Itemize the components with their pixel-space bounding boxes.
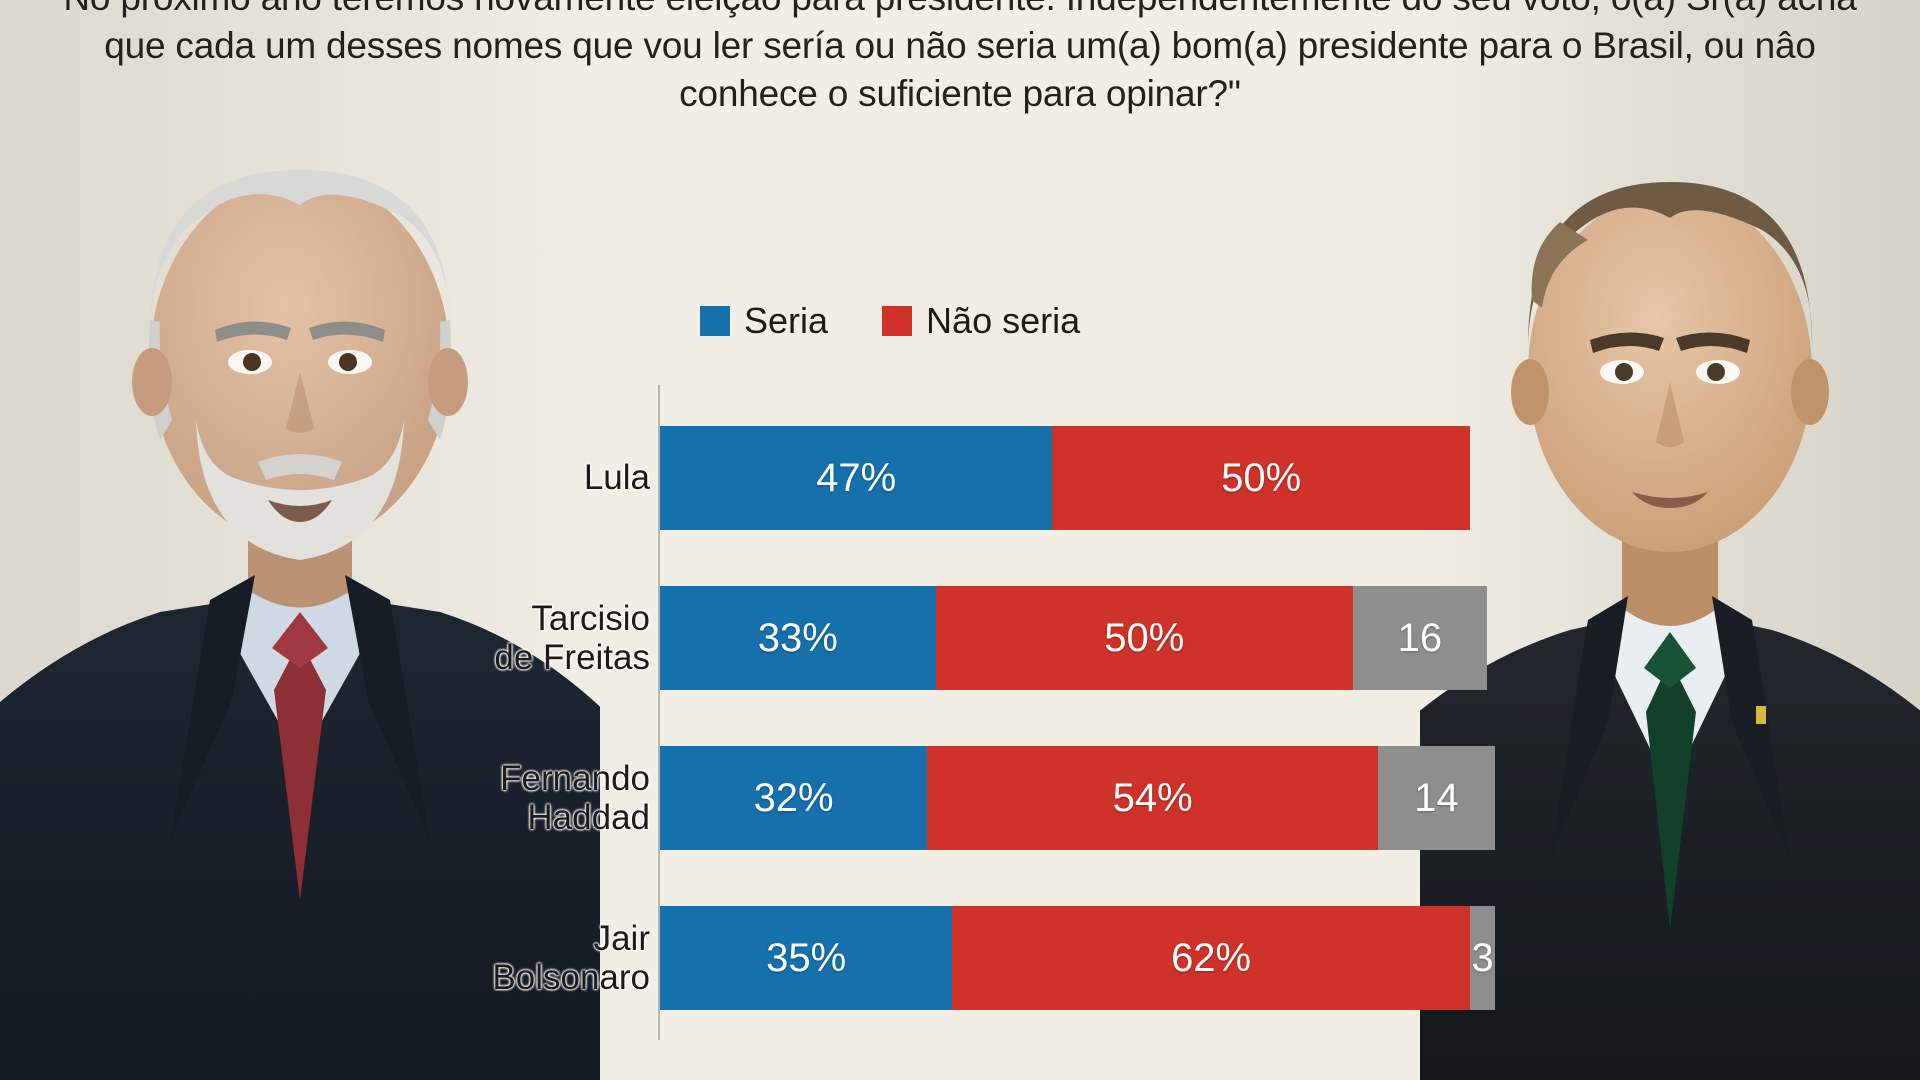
legend-item-nao-seria[interactable]: Não seria [882,300,1080,342]
row-label-lula: Lula [350,458,650,497]
chart-rows: Lula 47% 50% Tarcisio de Freitas 33% 50%… [0,398,1920,1038]
row-label-bolsonaro: Jair Bolsonaro [350,919,650,997]
legend-swatch-seria [700,306,730,336]
segment-nao-sabe[interactable]: 16 [1353,586,1487,690]
row-label-line2: de Freitas [494,638,650,677]
segment-nao-sabe[interactable]: 14 [1378,746,1495,850]
legend-item-seria[interactable]: Seria [700,300,828,342]
lula-portrait [0,0,600,1080]
segment-seria[interactable]: 35% [660,906,953,1010]
row-label-line1: Lula [583,458,650,498]
bar-tarcisio: 33% 50% 16 [660,586,1487,690]
row-label-line1: Fernando [500,758,650,798]
row-label-tarcisio: Tarcisio de Freitas [350,599,650,677]
segment-nao-seria[interactable]: 50% [935,586,1354,690]
bar-lula: 47% 50% [660,426,1470,530]
table-row: Jair Bolsonaro 35% 62% 3 [0,878,1920,1038]
row-label-line1: Tarcisio [531,598,650,638]
segment-seria[interactable]: 33% [660,586,936,690]
bar-bolsonaro: 35% 62% 3 [660,906,1495,1010]
segment-nao-sabe[interactable]: 3 [1469,906,1495,1010]
row-label-haddad: Fernando Haddad [350,759,650,837]
legend-label-nao-seria: Não seria [926,300,1081,341]
row-label-line1: Jair [593,918,650,958]
segment-seria[interactable]: 47% [660,426,1053,530]
poll-question: No próximo ano teremos novamente eleição… [63,0,1856,115]
segment-nao-seria[interactable]: 62% [952,906,1470,1010]
chart-axis-line [658,385,660,1040]
chart-legend: Seria Não seria [700,300,1080,342]
bolsonaro-portrait [1420,0,1920,1080]
legend-label-seria: Seria [744,300,829,341]
row-label-line2: Haddad [527,798,650,837]
legend-swatch-nao-seria [882,306,913,336]
table-row: Fernando Haddad 32% 54% 14 [0,718,1920,878]
segment-nao-seria[interactable]: 54% [927,746,1379,850]
segment-nao-seria[interactable]: 50% [1052,426,1470,530]
segment-seria[interactable]: 32% [660,746,928,850]
bar-haddad: 32% 54% 14 [660,746,1495,850]
table-row: Tarcisio de Freitas 33% 50% 16 [0,558,1920,718]
row-label-line2: Bolsonaro [492,958,650,997]
table-row: Lula 47% 50% [0,398,1920,558]
